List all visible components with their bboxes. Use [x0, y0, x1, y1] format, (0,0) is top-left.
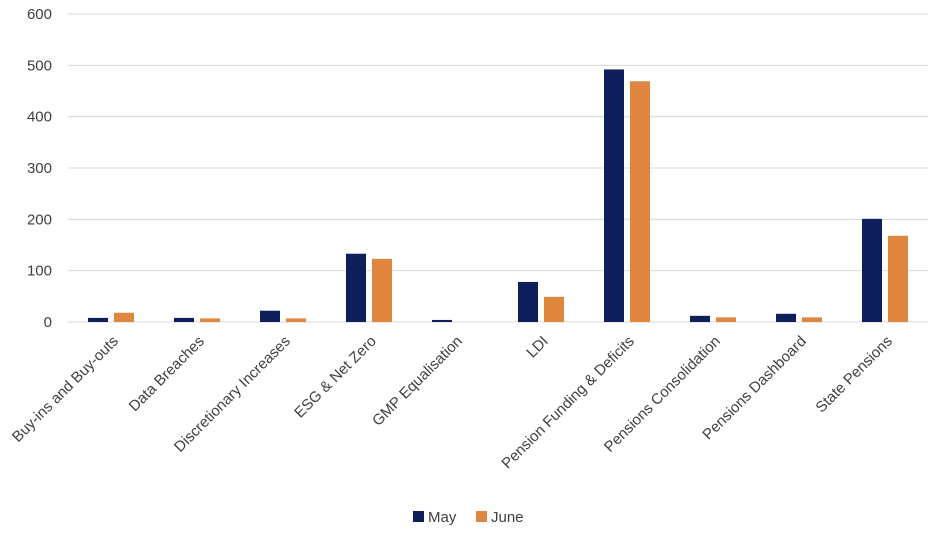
bar-may-5: [518, 281, 538, 322]
x-category-label: State Pensions: [812, 333, 895, 416]
bar-june-5: [544, 296, 564, 322]
x-category-label: LDI: [523, 333, 552, 362]
bar-june-6: [630, 81, 650, 322]
legend-swatch-may: [413, 511, 424, 522]
bar-may-7: [690, 315, 710, 322]
bar-june-8: [802, 317, 822, 322]
bar-june-0: [114, 312, 134, 322]
bar-june-2: [286, 318, 306, 322]
y-tick-label: 200: [27, 211, 52, 228]
bar-june-3: [372, 258, 392, 322]
y-tick-label: 300: [27, 160, 52, 177]
gridlines: [68, 13, 928, 323]
y-axis-tick-labels: 0 100 200 300 400 500 600: [27, 6, 52, 331]
legend-label-may: May: [428, 509, 457, 526]
legend-label-june: June: [491, 509, 524, 526]
bar-june-9: [888, 235, 908, 322]
x-category-label: Buy-ins and Buy-outs: [9, 333, 122, 446]
bar-may-2: [260, 310, 280, 322]
bar-may-6: [604, 69, 624, 322]
x-category-label: GMP Equalisation: [369, 333, 466, 430]
y-tick-label: 600: [27, 6, 52, 23]
x-axis-category-labels: Buy-ins and Buy-outs Data BreachesDiscret…: [9, 333, 896, 472]
y-tick-label: 0: [44, 314, 52, 331]
y-tick-label: 400: [27, 109, 52, 126]
y-tick-label: 500: [27, 57, 52, 74]
x-category-label: ESG & Net Zero: [291, 333, 380, 422]
bar-june-1: [200, 318, 220, 322]
bar-may-3: [346, 253, 366, 322]
bar-may-9: [862, 218, 882, 322]
legend-swatch-june: [476, 511, 487, 522]
x-category-label: Data Breaches: [126, 333, 208, 415]
bar-may-1: [174, 317, 194, 322]
bar-may-4: [432, 319, 452, 322]
bars: [88, 69, 908, 322]
legend: May June: [413, 509, 524, 526]
y-tick-label: 100: [27, 263, 52, 280]
bar-june-7: [716, 317, 736, 322]
bar-may-8: [776, 313, 796, 322]
bar-may-0: [88, 317, 108, 322]
